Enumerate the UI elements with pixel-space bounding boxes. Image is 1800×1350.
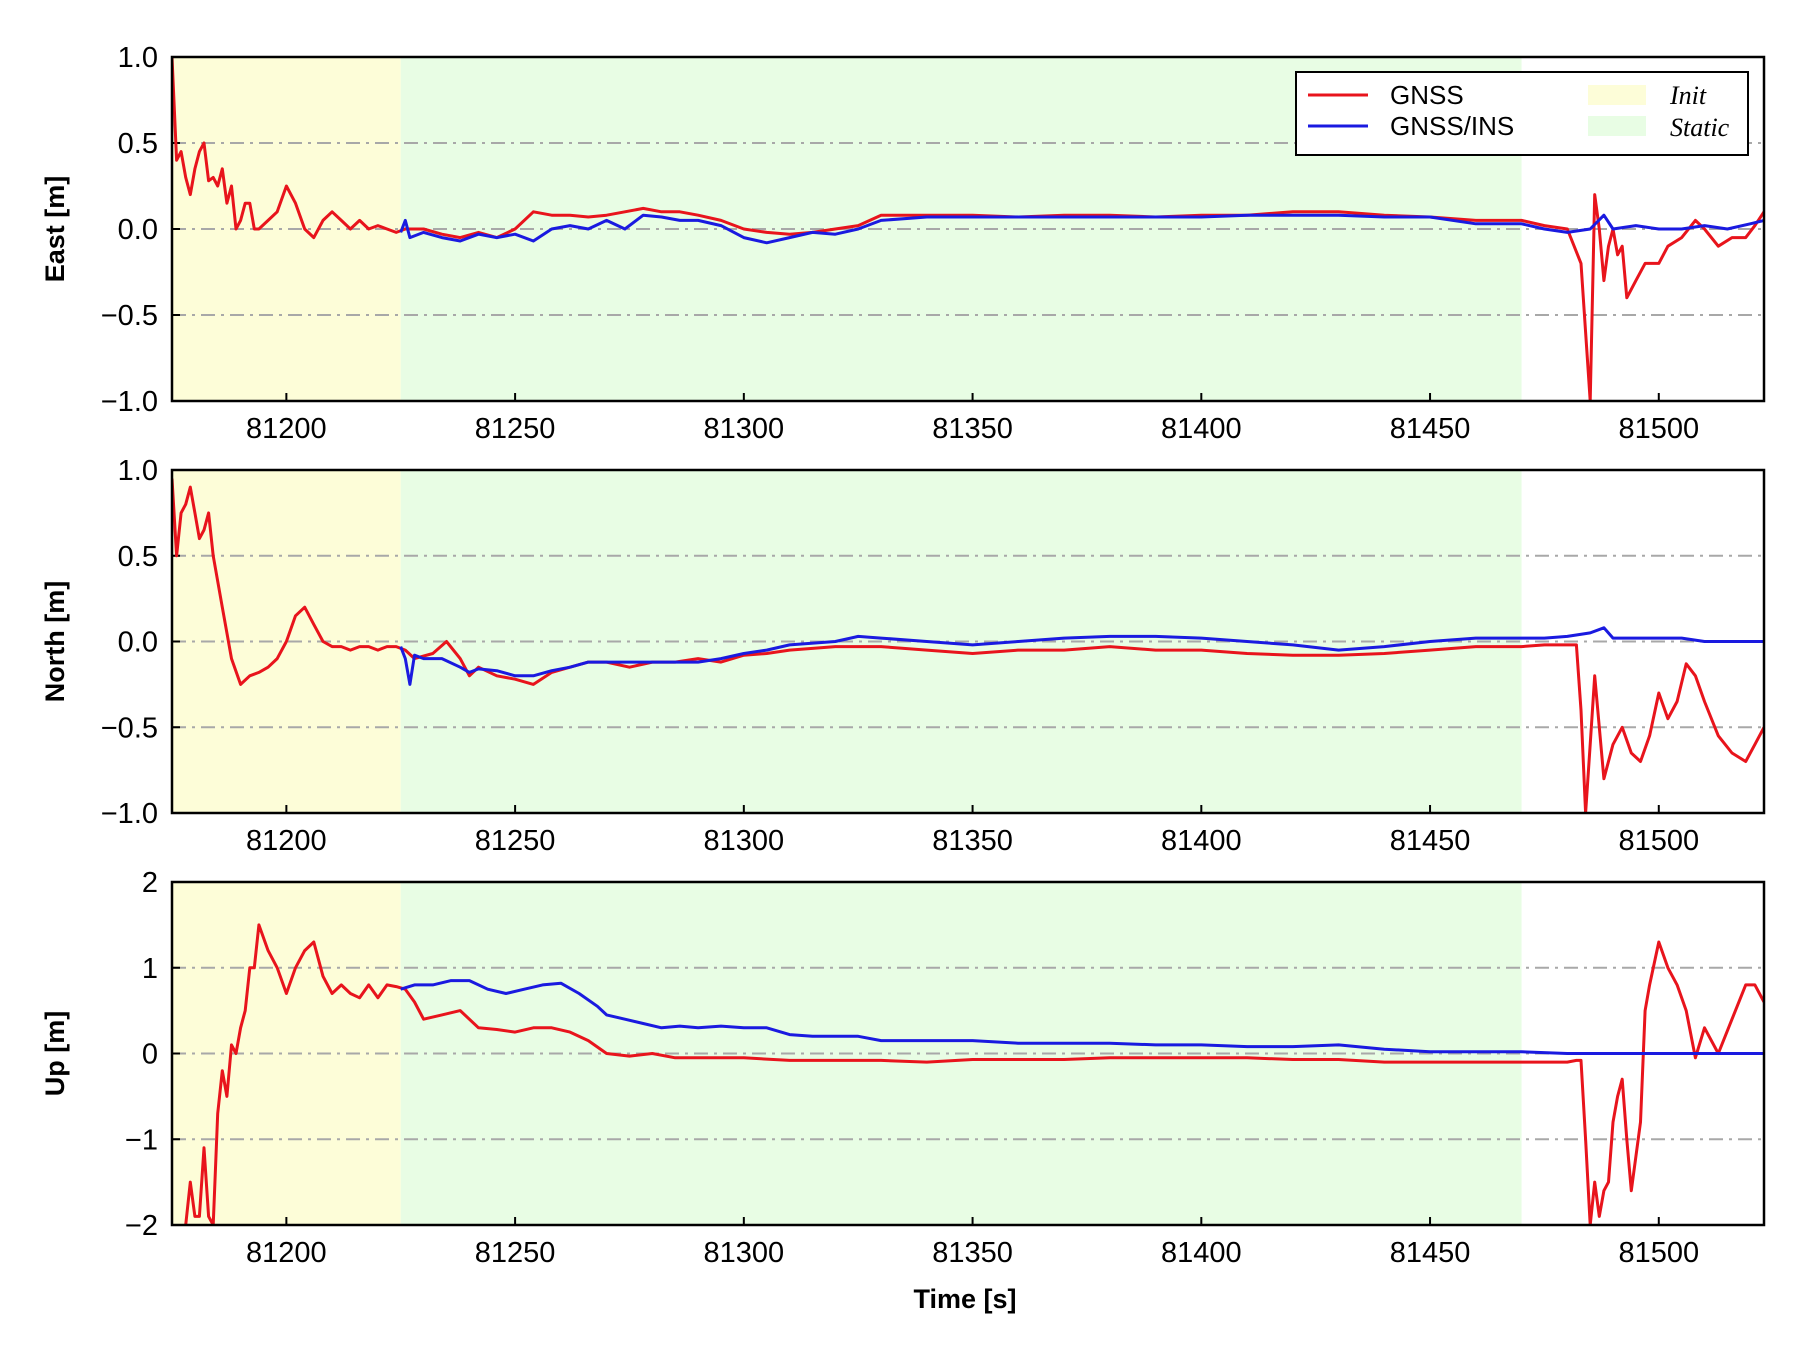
series-gnss-ins [400, 979, 1764, 1055]
x-tick-label: 81500 [1618, 1237, 1699, 1269]
y-tick-label: 0.5 [118, 128, 158, 160]
x-tick-label: 81250 [475, 825, 556, 857]
legend-init-label: Init [1669, 81, 1707, 110]
series-gnss-ins [399, 626, 1764, 686]
x-tick-label: 81350 [932, 413, 1013, 445]
x-axis-title: Time [s] [913, 1284, 1016, 1314]
y-tick-label: 0.0 [118, 627, 158, 659]
x-tick-label: 81200 [246, 1237, 327, 1269]
y-tick-label: 2 [142, 867, 158, 899]
legend-static-swatch [1588, 116, 1646, 136]
x-tick-label: 81350 [932, 825, 1013, 857]
y-tick-label: 1 [142, 953, 158, 985]
y-tick-label: −0.5 [101, 712, 158, 744]
y-axis-title: East [m] [40, 176, 70, 283]
x-tick-label: 81450 [1390, 1237, 1471, 1269]
legend: GNSS GNSS/INS Init Static [1295, 71, 1749, 156]
x-tick-label: 81300 [704, 1237, 785, 1269]
y-axis-title: Up [m] [40, 1011, 70, 1096]
x-tick-label: 81400 [1161, 413, 1242, 445]
x-tick-label: 81500 [1618, 413, 1699, 445]
series-gnss [172, 57, 1764, 401]
series-gnss [184, 923, 1764, 1225]
x-tick-label: 81250 [475, 1237, 556, 1269]
x-tick-label: 81400 [1161, 825, 1242, 857]
y-tick-label: 1.0 [118, 455, 158, 487]
y-tick-label: −1.0 [101, 798, 158, 830]
y-tick-label: 0.0 [118, 214, 158, 246]
y-tick-label: −1 [125, 1124, 158, 1156]
y-tick-label: 1.0 [118, 42, 158, 74]
series-gnss-ins [399, 213, 1764, 245]
y-tick-label: 0 [142, 1039, 158, 1071]
panel-3: 2 1 0 −1 −2 81200 81250 81300 81350 81400 81450 815… [40, 867, 1766, 1269]
x-tick-label: 81450 [1390, 825, 1471, 857]
x-tick-label: 81400 [1161, 1237, 1242, 1269]
x-tick-label: 81300 [704, 413, 785, 445]
legend-box [1295, 71, 1749, 156]
plot-frame [170, 468, 1766, 815]
y-tick-label: 0.5 [118, 541, 158, 573]
x-tick-label: 81300 [704, 825, 785, 857]
legend-init-swatch [1588, 85, 1646, 105]
y-tick-label: −2 [125, 1210, 158, 1242]
legend-gnss-ins-label: GNSS/INS [1390, 111, 1514, 141]
legend-gnss-label: GNSS [1390, 80, 1464, 110]
legend-static-label: Static [1670, 113, 1730, 142]
x-tick-label: 81500 [1618, 825, 1699, 857]
y-tick-label: −0.5 [101, 300, 158, 332]
panel-2: 1.0 0.5 0.0 −0.5 −1.0 81200 81250 81300 81350 814… [40, 455, 1766, 857]
x-tick-label: 81200 [246, 413, 327, 445]
x-tick-label: 81450 [1390, 413, 1471, 445]
x-tick-label: 81350 [932, 1237, 1013, 1269]
y-tick-label: −1.0 [101, 386, 158, 418]
plot-frame [170, 880, 1766, 1227]
plot-frame [170, 55, 1766, 403]
x-tick-label: 81200 [246, 825, 327, 857]
y-axis-title: North [m] [40, 581, 70, 702]
x-tick-label: 81250 [475, 413, 556, 445]
